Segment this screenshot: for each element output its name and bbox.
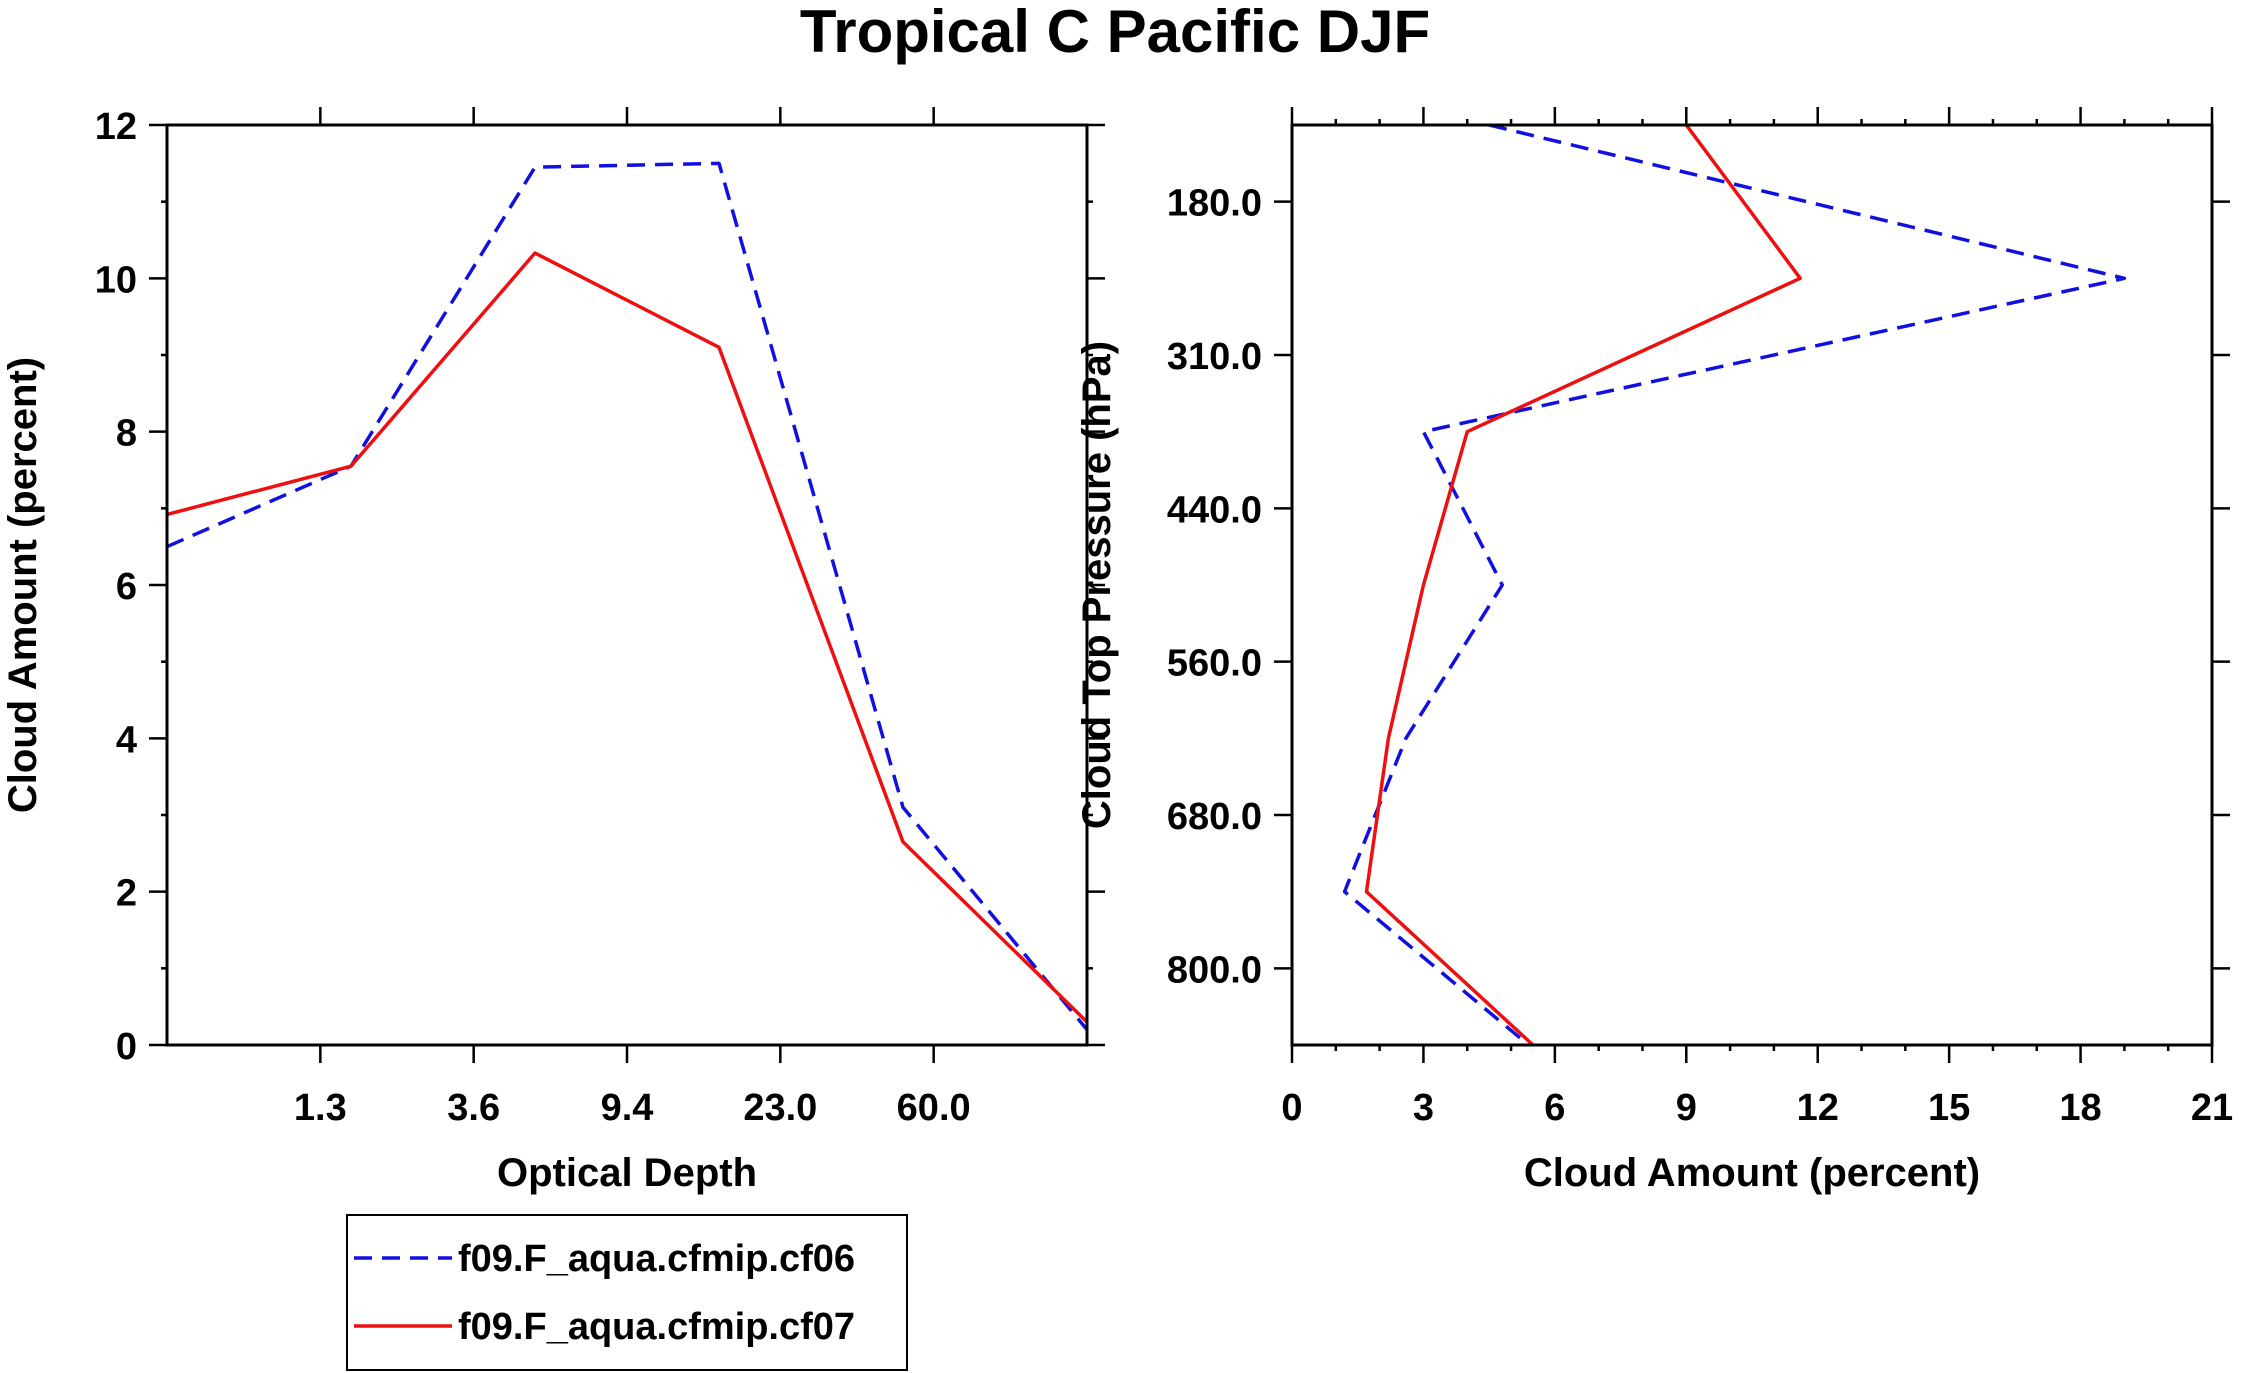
right-x-tick-label: 18 [2059, 1087, 2101, 1129]
right-x-tick-label: 12 [1797, 1087, 1839, 1129]
right-panel: 0 3 6 9 12 15 18 21 180.0 310.0 440.0 560.0 680.0 800… [1075, 107, 2233, 1195]
left-y-tick-label: 8 [116, 413, 137, 455]
left-x-tick-label: 9.4 [601, 1087, 654, 1129]
right-y-tick-label: 310.0 [1167, 336, 1262, 378]
left-panel: 0 2 4 6 8 10 12 1.3 3.6 9.4 23.0 60.0 Optical Depth… [1, 106, 1105, 1195]
right-series-line-1 [1342, 123, 2127, 1047]
legend-label-cf07: f09.F_aqua.cfmip.cf07 [458, 1306, 855, 1348]
figure-title: Tropical C Pacific DJF [800, 0, 1430, 65]
right-series-line-2 [1364, 123, 1802, 1047]
legend-box [346, 1214, 908, 1371]
left-y-tick-label: 2 [116, 873, 137, 915]
left-x-tick-label: 23.0 [743, 1087, 817, 1129]
right-x-tick-label: 6 [1544, 1087, 1565, 1129]
left-x-tick-label: 3.6 [447, 1087, 500, 1129]
left-series-line-1 [166, 161, 1089, 1031]
left-x-tick-label: 1.3 [294, 1087, 347, 1129]
left-tick-labels: 0 2 4 6 8 10 12 1.3 3.6 9.4 23.0 60.0 [95, 106, 971, 1129]
left-plot-frame [165, 123, 1089, 1047]
left-data-lines [166, 161, 1089, 1031]
left-x-tick-label: 60.0 [897, 1087, 971, 1129]
right-y-tick-label: 560.0 [1167, 643, 1262, 685]
left-y-tick-label: 12 [95, 106, 137, 148]
left-y-tick-label: 6 [116, 566, 137, 608]
right-x-tick-label: 15 [1928, 1087, 1970, 1129]
right-y-tick-label: 180.0 [1167, 183, 1262, 225]
right-y-tick-label: 800.0 [1167, 949, 1262, 991]
right-x-tick-label: 3 [1413, 1087, 1434, 1129]
right-y-axis-label: Cloud Top Pressure (hPa) [1075, 341, 1119, 829]
right-x-tick-label: 9 [1676, 1087, 1697, 1129]
right-data-lines [1342, 123, 2127, 1047]
right-y-tick-label: 680.0 [1167, 796, 1262, 838]
right-tick-labels: 0 3 6 9 12 15 18 21 180.0 310.0 440.0 560.0 680.0 800… [1167, 183, 2233, 1129]
left-x-axis-label: Optical Depth [497, 1151, 757, 1195]
left-y-axis-label: Cloud Amount (percent) [1, 357, 45, 813]
left-y-tick-label: 10 [95, 259, 137, 301]
left-axis-ticks [149, 107, 1105, 1063]
legend-label-cf06: f09.F_aqua.cfmip.cf06 [458, 1238, 855, 1280]
right-x-axis-label: Cloud Amount (percent) [1524, 1151, 1980, 1195]
right-plot-frame [1290, 123, 2214, 1047]
legend: f09.F_aqua.cfmip.cf06 f09.F_aqua.cfmip.c… [346, 1214, 908, 1371]
left-series-line-2 [166, 251, 1089, 1024]
left-y-tick-label: 4 [116, 719, 137, 761]
right-x-tick-label: 0 [1281, 1087, 1302, 1129]
right-axis-ticks [1274, 107, 2230, 1063]
right-x-tick-label: 21 [2191, 1087, 2233, 1129]
right-y-tick-label: 440.0 [1167, 489, 1262, 531]
left-y-tick-label: 0 [116, 1026, 137, 1068]
